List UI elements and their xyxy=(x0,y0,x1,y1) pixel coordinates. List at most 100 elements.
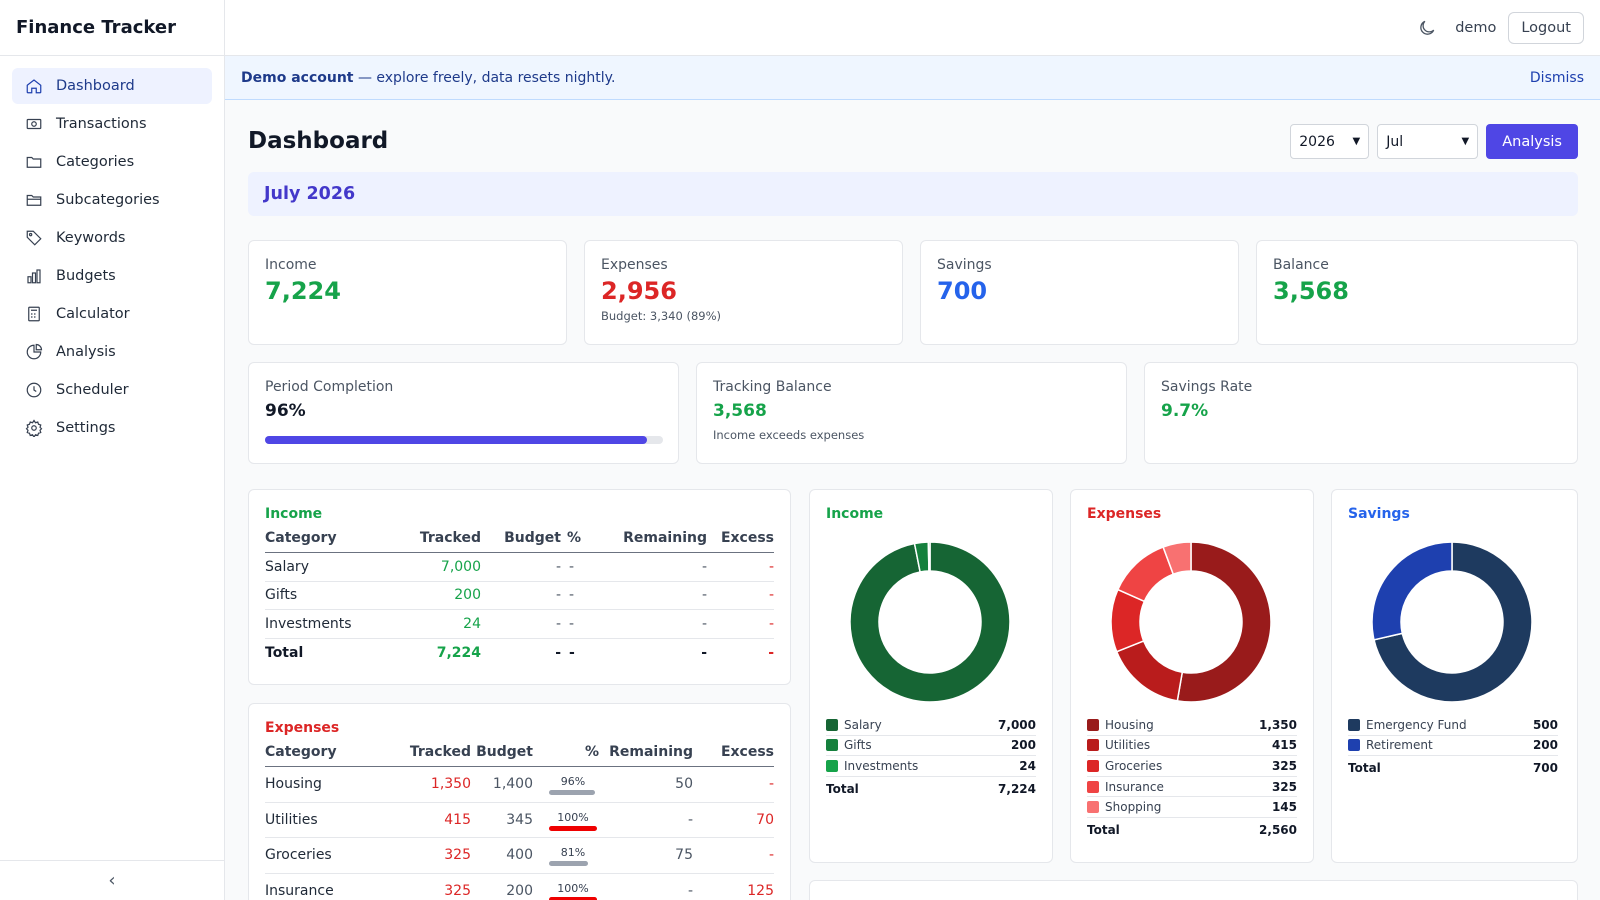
stat-label: Expenses xyxy=(601,257,668,273)
legend-value: 200 xyxy=(1010,738,1036,753)
collapse-sidebar-button[interactable]: ‹ xyxy=(0,860,224,900)
expenses-value: 2,956 xyxy=(601,277,677,305)
sidebar-item-dashboard[interactable]: Dashboard xyxy=(12,68,212,104)
dismiss-button[interactable]: Dismiss xyxy=(1529,69,1584,86)
sidebar-item-settings[interactable]: Settings xyxy=(12,410,212,446)
donut-slice-utilities[interactable] xyxy=(1115,639,1184,702)
donut-title: Savings xyxy=(1348,506,1410,522)
cell-pct: 81% xyxy=(533,837,599,874)
cell-budget: 1,400 xyxy=(471,766,533,803)
banner-message: Demo account — explore freely, data rese… xyxy=(241,70,615,86)
income-legend: Salary 7,000 Gifts 200 Investments 24 Total 7,2… xyxy=(826,715,1036,801)
sidebar-item-categories[interactable]: Categories xyxy=(12,144,212,180)
cell-excess: 70 xyxy=(693,802,774,838)
legend-label: Investments xyxy=(844,758,919,773)
legend-swatch xyxy=(826,739,838,752)
cell-remaining: - xyxy=(581,552,707,582)
logout-button[interactable]: Logout xyxy=(1508,11,1584,44)
cell-pct: 100% xyxy=(533,873,599,900)
legend-value: 325 xyxy=(1271,758,1297,773)
sidebar-item-calculator[interactable]: Calculator xyxy=(12,296,212,332)
bar-chart-icon xyxy=(24,266,44,286)
donut-slice-emergency-fund[interactable] xyxy=(1373,541,1533,703)
legend-swatch xyxy=(1087,718,1099,731)
cell-pct: 96% xyxy=(533,766,599,803)
sidebar-item-transactions[interactable]: Transactions xyxy=(12,106,212,142)
col-tracked: Tracked xyxy=(393,530,481,553)
pct-label: 100% xyxy=(557,881,589,895)
cell-excess: - xyxy=(707,609,774,639)
sidebar-item-label: Dashboard xyxy=(56,78,135,94)
table-header-row: Category Tracked Budget % Remaining Exce… xyxy=(265,744,774,767)
donut-slice-shopping[interactable] xyxy=(1162,541,1192,576)
expenses-table-card: Expenses Category Tracked Budget % Remai… xyxy=(248,703,791,900)
donut-slice-investments[interactable] xyxy=(927,541,931,572)
username: demo xyxy=(1455,19,1497,36)
col-pct: % xyxy=(533,744,599,767)
legend-total-value: 700 xyxy=(1532,761,1558,776)
donut-slice-salary[interactable] xyxy=(849,541,1011,703)
cell-excess: - xyxy=(707,552,774,582)
stat-label: Income xyxy=(265,257,317,273)
moon-icon[interactable] xyxy=(1415,16,1439,40)
sidebar-item-label: Transactions xyxy=(56,116,147,132)
page-title: Dashboard xyxy=(248,128,389,154)
completion-progress-fill xyxy=(265,436,648,444)
legend-swatch xyxy=(1087,801,1099,814)
sidebar-item-analysis[interactable]: Analysis xyxy=(12,334,212,370)
col-budget: Budget xyxy=(481,530,561,553)
col-remaining: Remaining xyxy=(599,744,693,767)
cell-tracked: 415 xyxy=(385,802,471,838)
completion-value: 96% xyxy=(265,401,306,421)
stat-label: Balance xyxy=(1273,257,1329,273)
legend-swatch xyxy=(1087,739,1099,752)
sidebar-item-scheduler[interactable]: Scheduler xyxy=(12,372,212,408)
sidebar-item-label: Keywords xyxy=(56,230,126,246)
col-tracked: Tracked xyxy=(385,744,471,767)
savings-legend: Emergency Fund 500 Retirement 200 Total 700 xyxy=(1348,715,1558,780)
month-select[interactable]: Jul ▼ xyxy=(1377,124,1479,159)
pct-indicator: 81% xyxy=(549,846,597,867)
legend-label: Gifts xyxy=(844,738,872,753)
pct-bar xyxy=(549,861,588,867)
cell-budget: 345 xyxy=(471,802,533,838)
cell-pct: - xyxy=(561,581,581,610)
sidebar-item-label: Subcategories xyxy=(56,192,160,208)
sidebar-item-budgets[interactable]: Budgets xyxy=(12,258,212,294)
completion-progress xyxy=(265,436,663,444)
donut-slice-housing[interactable] xyxy=(1176,541,1272,703)
gear-icon xyxy=(24,418,44,438)
donut-slice-retirement[interactable] xyxy=(1371,541,1453,641)
stat-label: Tracking Balance xyxy=(713,379,832,395)
chevron-down-icon: ▼ xyxy=(1461,136,1470,147)
sidebar-item-subcategories[interactable]: Subcategories xyxy=(12,182,212,218)
top-bar: demo Logout xyxy=(225,0,1600,56)
cell-tracked: 325 xyxy=(385,873,471,900)
analysis-button[interactable]: Analysis xyxy=(1486,124,1578,159)
donut-slice-insurance[interactable] xyxy=(1116,546,1175,603)
legend-swatch xyxy=(1087,759,1099,772)
sidebar-item-keywords[interactable]: Keywords xyxy=(12,220,212,256)
col-remaining: Remaining xyxy=(581,530,707,553)
year-select[interactable]: 2026 ▼ xyxy=(1290,124,1370,159)
cell-remaining: 75 xyxy=(599,837,693,874)
cell-budget: - xyxy=(481,581,561,610)
income-donut-chart xyxy=(849,541,1011,703)
income-stat-card: Income 7,224 xyxy=(248,240,567,345)
cell-category: Utilities xyxy=(265,802,385,838)
cell-excess: - xyxy=(693,766,774,803)
cell-excess: - xyxy=(768,644,774,661)
cell-tracked: 200 xyxy=(393,581,481,610)
table-row: Groceries 325 400 81% 75- xyxy=(265,837,774,874)
tracking-note: Income exceeds expenses xyxy=(713,428,865,442)
sidebar-item-label: Calculator xyxy=(56,306,130,322)
banner-strong: Demo account xyxy=(241,69,354,86)
pct-label: 100% xyxy=(557,810,589,824)
cell-excess: 125 xyxy=(693,873,774,900)
savings-rate-value: 9.7% xyxy=(1161,401,1209,421)
cell-pct: 100% xyxy=(533,802,599,838)
legend-item: Insurance 325 xyxy=(1087,777,1297,798)
tracking-balance-card: Tracking Balance 3,568 Income exceeds ex… xyxy=(696,362,1127,464)
budget-summary: Budget: 3,340 (89%) xyxy=(601,309,722,323)
cell-budget: 200 xyxy=(471,873,533,900)
